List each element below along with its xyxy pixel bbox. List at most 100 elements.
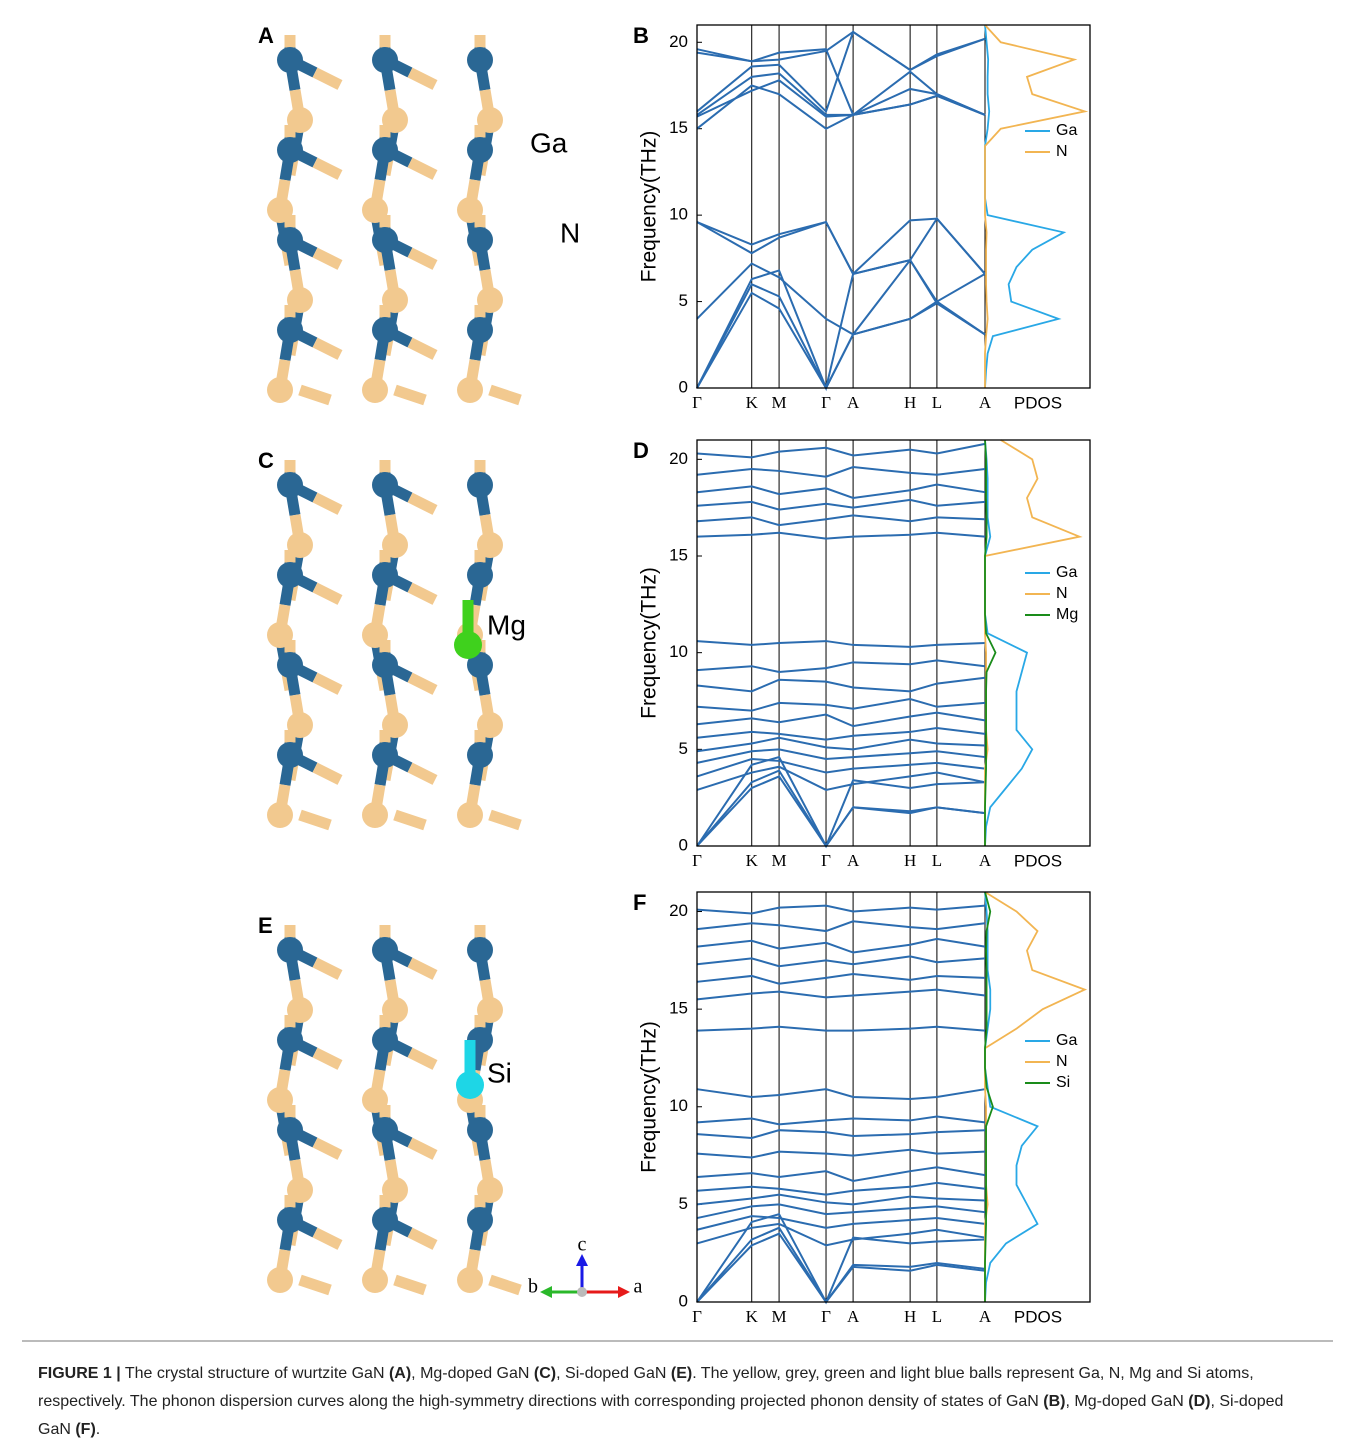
- caption: FIGURE 1 | The crystal structure of wurt…: [22, 1340, 1333, 1439]
- caption-text: , Si-doped GaN: [556, 1365, 671, 1382]
- y-tick-label: 10: [669, 205, 688, 224]
- phonon-band: [696, 1025, 986, 1032]
- phonon-band: [696, 84, 986, 130]
- atom-label: N: [560, 217, 580, 248]
- pdos-label: PDOS: [1014, 393, 1062, 412]
- legend-label: N: [1056, 143, 1068, 160]
- triad-head: [540, 1286, 552, 1298]
- phonon-band: [696, 698, 986, 712]
- atom-label: Mg: [487, 609, 526, 640]
- phonon-band: [696, 676, 986, 693]
- legend-label: Ga: [1056, 122, 1077, 139]
- pdos-curve: [984, 439, 1034, 847]
- phonon-band: [696, 765, 986, 791]
- x-tick-label: H: [904, 851, 916, 870]
- x-tick-label: A: [847, 1307, 860, 1326]
- dopant-atom: [454, 631, 482, 659]
- y-axis-label: Frequency(THz): [638, 1021, 661, 1173]
- triad-head: [618, 1286, 630, 1298]
- phonon-band: [696, 711, 986, 728]
- phonon-band: [696, 1181, 986, 1196]
- phonon-band: [696, 937, 986, 954]
- caption-text: (E): [670, 1365, 693, 1382]
- x-tick-label: A: [979, 851, 992, 870]
- triad-label: b: [528, 1276, 538, 1298]
- pdos-curve: [984, 24, 1067, 389]
- panel-letter: F: [633, 890, 646, 915]
- phonon-band: [696, 727, 986, 741]
- phonon-band: [696, 920, 986, 933]
- triad-head: [576, 1254, 588, 1266]
- x-tick-label: Γ: [821, 393, 831, 412]
- x-tick-label: K: [746, 393, 759, 412]
- triad-label: a: [634, 1276, 643, 1298]
- x-tick-label: Γ: [692, 393, 702, 412]
- caption-text: , Mg-doped GaN: [1065, 1393, 1189, 1410]
- phonon-band: [696, 483, 986, 500]
- phonon-band: [696, 659, 986, 674]
- y-tick-label: 20: [669, 901, 688, 920]
- crystal-structure: [267, 925, 520, 1293]
- phonon-band: [696, 748, 986, 764]
- phonon-band: [696, 757, 986, 778]
- phonon-band: [696, 30, 986, 72]
- phonon-band: [696, 904, 986, 915]
- phonon-band: [696, 70, 986, 116]
- x-tick-label: Γ: [821, 851, 831, 870]
- x-tick-label: M: [772, 1307, 787, 1326]
- phonon-band: [696, 1212, 986, 1305]
- y-tick-label: 0: [679, 835, 688, 854]
- pdos-curve: [984, 891, 1039, 1303]
- x-tick-label: A: [979, 1307, 992, 1326]
- y-tick-label: 5: [679, 291, 688, 310]
- phonon-band: [696, 282, 986, 391]
- phonon-band: [696, 216, 986, 276]
- crystal-structure: [267, 460, 520, 828]
- phonon-band: [696, 640, 986, 648]
- panel-letter: E: [258, 913, 273, 938]
- plot-frame: [696, 24, 1091, 389]
- phonon-band: [696, 531, 986, 540]
- y-axis-label: Frequency(THz): [638, 131, 661, 283]
- plot-frame: [696, 439, 1091, 847]
- legend-label: Mg: [1056, 606, 1078, 623]
- x-tick-label: K: [746, 1307, 759, 1326]
- phonon-band: [696, 1088, 986, 1100]
- y-tick-label: 15: [669, 545, 688, 564]
- phonon-band: [696, 1148, 986, 1159]
- x-tick-label: M: [772, 851, 787, 870]
- legend-label: N: [1056, 585, 1068, 602]
- pdos-curve: [984, 439, 997, 846]
- y-tick-label: 15: [669, 999, 688, 1018]
- caption-text: The crystal structure of wurtzite GaN: [120, 1365, 389, 1382]
- dopant-atom: [456, 1071, 484, 1099]
- phonon-band: [696, 1115, 986, 1126]
- phonon-band: [696, 1193, 986, 1206]
- caption-text: (A): [388, 1365, 412, 1382]
- phonon-band: [696, 258, 986, 392]
- phonon-band: [696, 514, 986, 527]
- caption-text: (D): [1188, 1393, 1211, 1410]
- phonon-band: [696, 1222, 986, 1247]
- legend-label: Ga: [1056, 564, 1077, 581]
- phonon-band: [696, 769, 986, 848]
- caption-text: . The yellow, grey, green and light blue…: [38, 1365, 1259, 1410]
- x-tick-label: L: [932, 851, 942, 870]
- caption-text: , Mg-doped GaN: [411, 1365, 534, 1382]
- phonon-band: [696, 466, 986, 478]
- panel-letter: B: [633, 23, 649, 48]
- x-tick-label: H: [904, 1307, 916, 1326]
- legend-label: Si: [1056, 1074, 1070, 1091]
- triad-origin: [577, 1287, 587, 1297]
- panel-letter: A: [258, 23, 274, 48]
- triad-label: c: [578, 1234, 587, 1256]
- y-tick-label: 10: [669, 1096, 688, 1115]
- phonon-band: [696, 972, 986, 985]
- caption-text: .: [95, 1421, 101, 1438]
- atom-label: Ga: [530, 127, 568, 158]
- caption-text: (F): [75, 1421, 96, 1438]
- phonon-band: [696, 988, 986, 1001]
- caption-text: , Si-doped GaN: [38, 1393, 1288, 1438]
